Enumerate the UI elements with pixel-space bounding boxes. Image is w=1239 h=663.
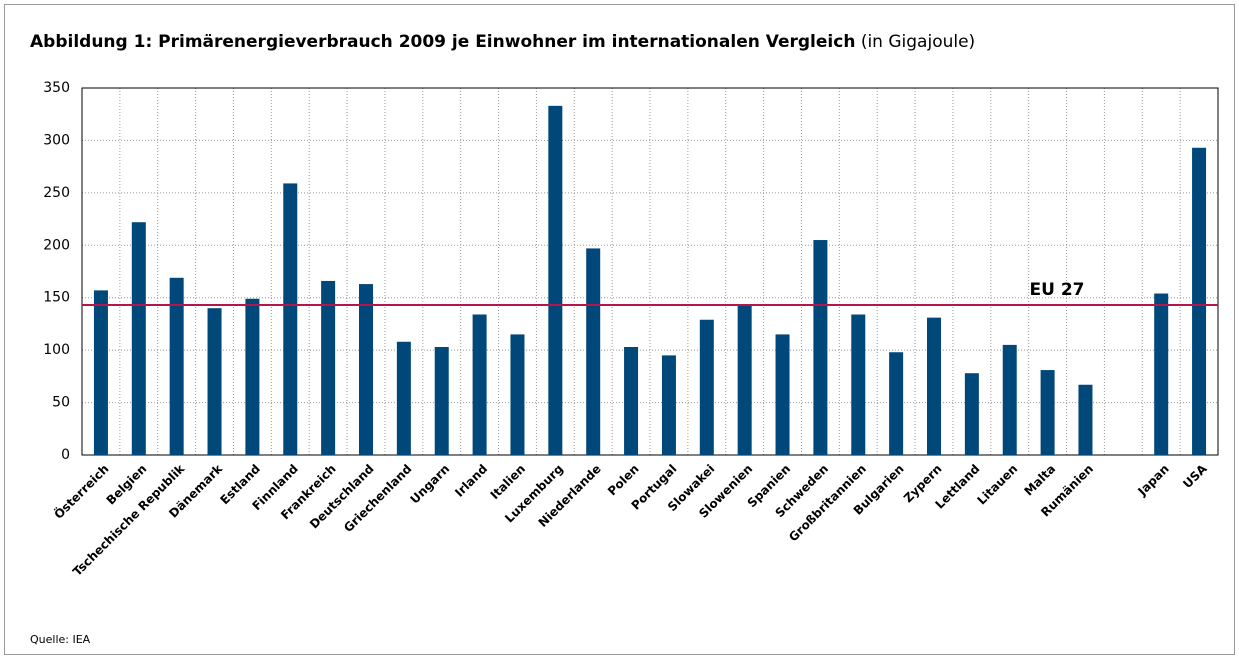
bar [207, 308, 222, 455]
reference-label: EU 27 [1030, 280, 1085, 300]
bar [1154, 293, 1169, 455]
chart-title: Abbildung 1: Primärenergieverbrauch 2009… [30, 32, 975, 52]
x-tick-label: Malta [1021, 462, 1058, 499]
source: Quelle: IEA [30, 633, 91, 646]
bar [359, 284, 373, 455]
bar [737, 304, 752, 455]
x-tick-label: Griechenland [341, 462, 414, 535]
bar [1078, 384, 1093, 455]
x-tick-label: Irland [452, 462, 490, 500]
bar [93, 290, 108, 455]
bar [131, 222, 146, 455]
bar [775, 334, 790, 455]
bar [851, 314, 866, 455]
bar [813, 240, 828, 455]
bar [624, 346, 639, 455]
x-tick-label: Ungarn [407, 462, 452, 507]
x-tick-label: Österreich [51, 461, 112, 522]
x-tick-label: Litauen [974, 462, 1020, 508]
y-tick-label: 150 [43, 290, 70, 306]
unit-label: (in Gigajoule) [861, 32, 975, 52]
y-tick-label: 200 [43, 237, 70, 253]
bar [889, 352, 904, 455]
bar [472, 314, 487, 455]
title-main: Abbildung 1: Primärenergieverbrauch 2009… [30, 32, 855, 52]
bar [434, 346, 449, 455]
x-tick-label: Polen [605, 462, 642, 499]
bar [169, 277, 184, 455]
bar [964, 373, 979, 455]
bar [283, 183, 298, 456]
bar [321, 280, 336, 455]
bar [1040, 370, 1055, 455]
frame [4, 4, 1235, 655]
bar [1002, 344, 1017, 455]
bar [245, 298, 260, 455]
y-tick-label: 300 [43, 132, 70, 148]
x-tick-label: Japan [1134, 462, 1171, 499]
bar [927, 317, 941, 455]
bar [699, 319, 714, 455]
bar [1192, 147, 1207, 456]
bar [510, 334, 525, 455]
y-tick-label: 0 [61, 447, 70, 463]
bar [661, 355, 676, 455]
x-tick-label: USA [1180, 461, 1210, 491]
y-tick-label: 250 [43, 185, 70, 201]
bar [548, 105, 563, 455]
plot-border [81, 87, 1219, 456]
y-tick-label: 350 [43, 80, 70, 96]
bar [396, 341, 411, 455]
y-tick-label: 50 [52, 395, 70, 411]
y-tick-label: 100 [43, 342, 70, 358]
bar [586, 248, 601, 455]
